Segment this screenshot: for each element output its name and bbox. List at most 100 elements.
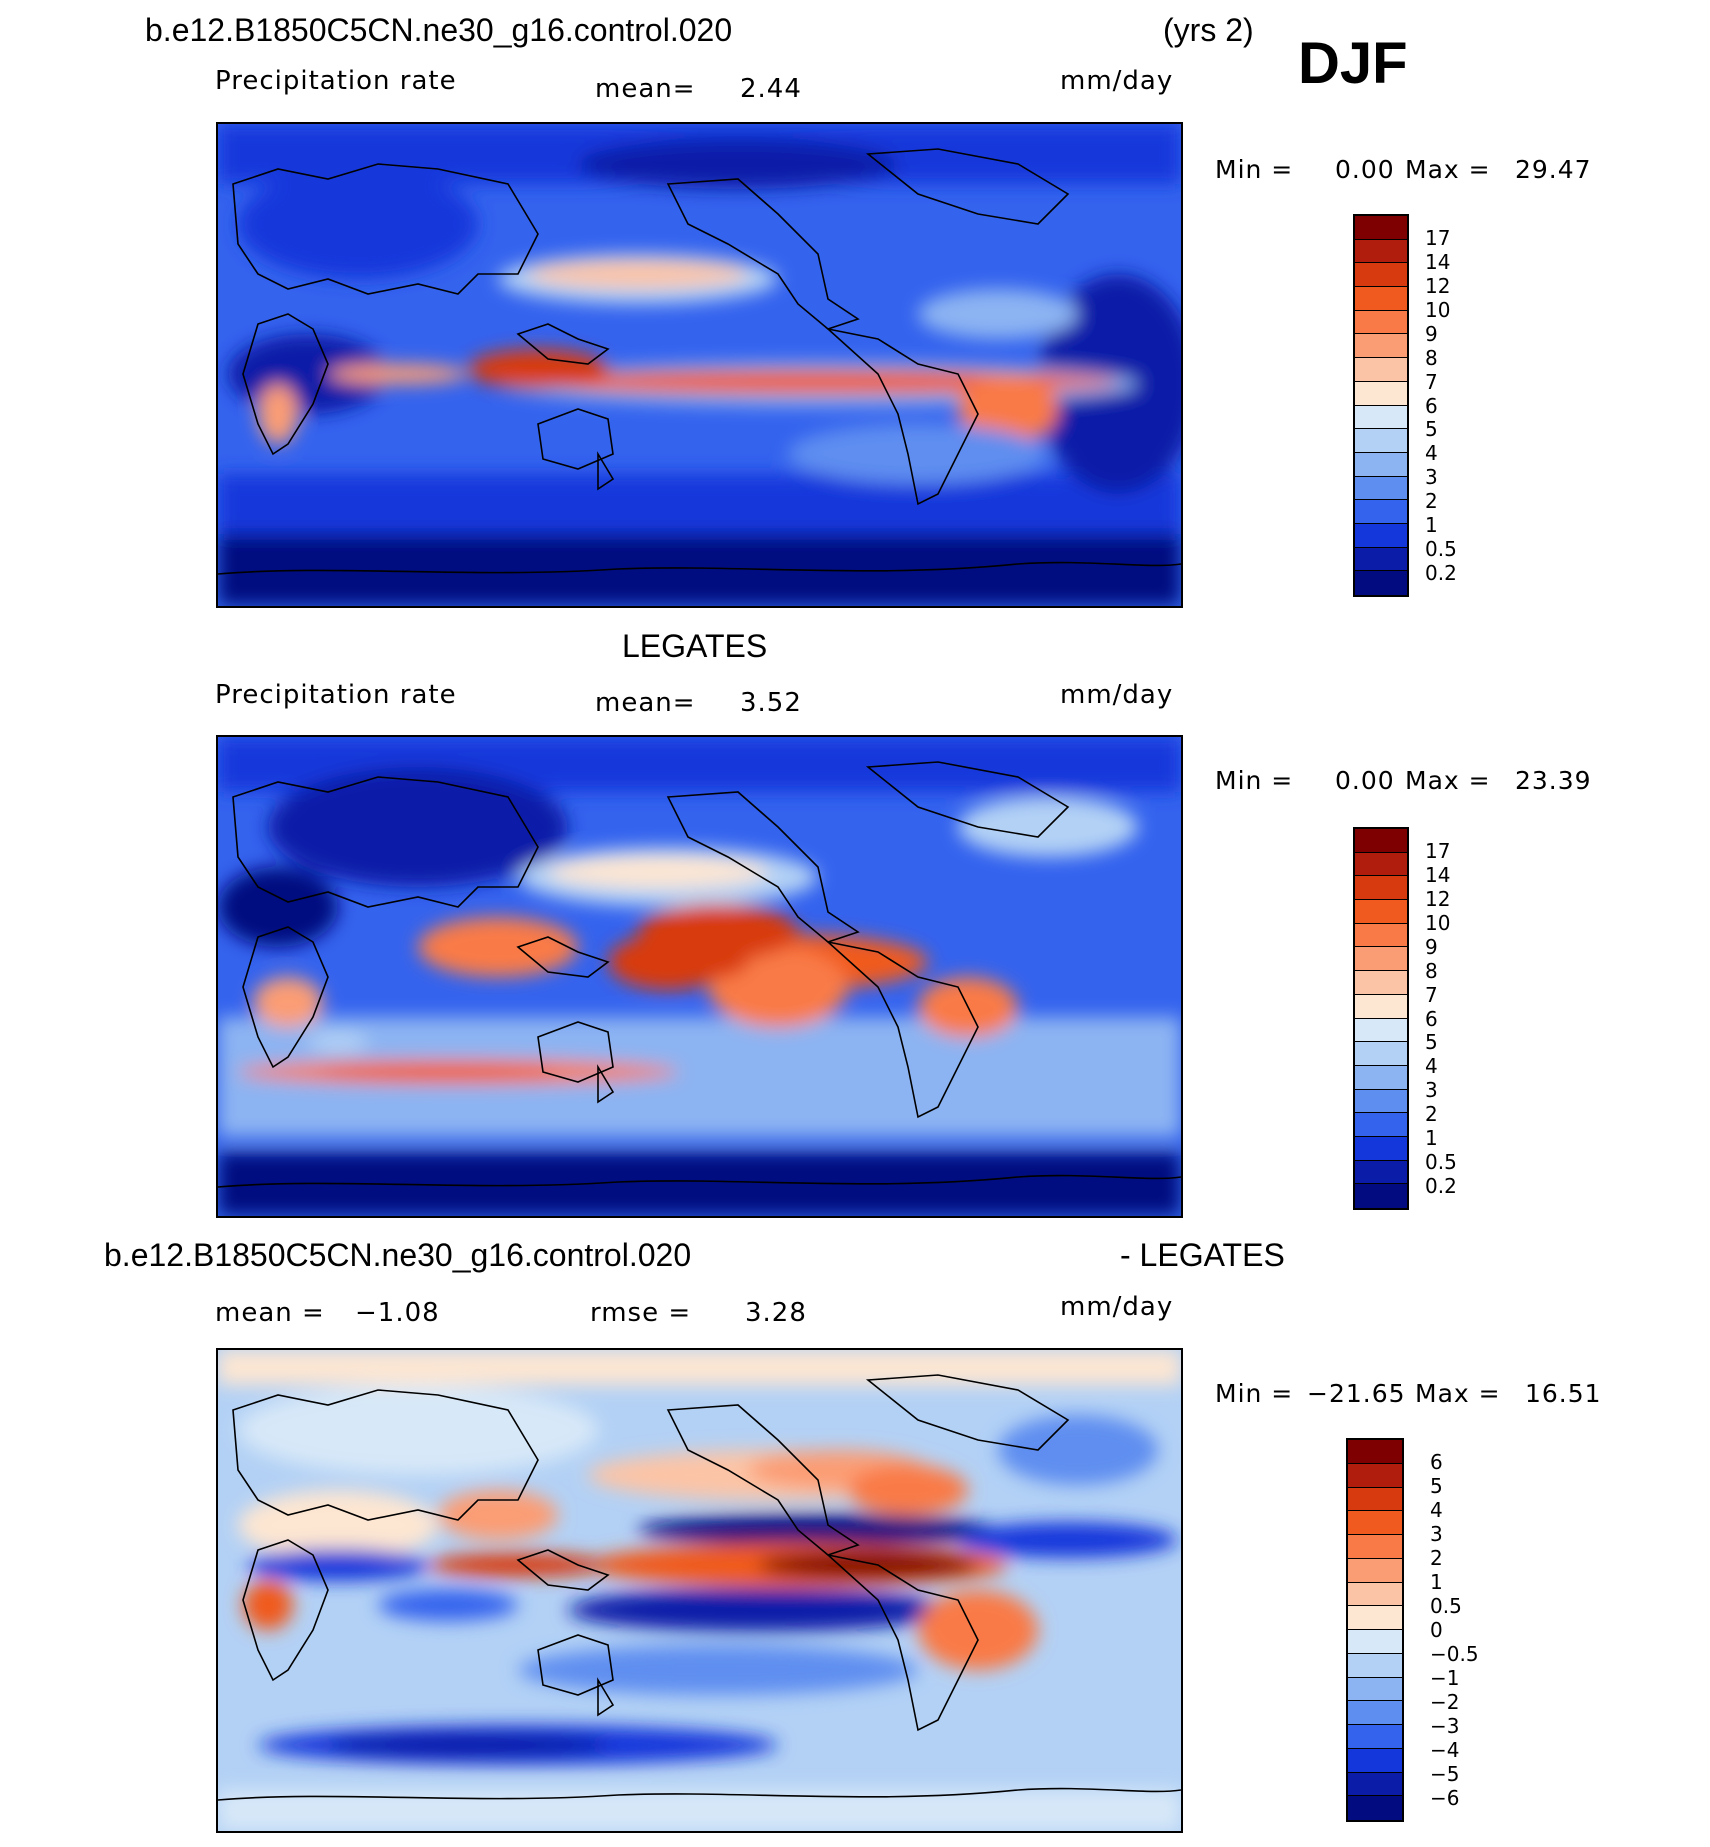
case-title: b.e12.B1850C5CN.ne30_g16.control.020: [145, 12, 733, 48]
colorbar-tick-label: 4: [1425, 1054, 1438, 1079]
panel1-max-value: 29.47: [1515, 155, 1592, 184]
panel3-min-value: −21.65: [1307, 1379, 1406, 1408]
colorbar-tick-label: 0.5: [1430, 1594, 1462, 1618]
colorbar-tick-label: 1: [1430, 1570, 1443, 1594]
panel2-max-value: 23.39: [1515, 766, 1592, 795]
panel1-map: [216, 122, 1183, 608]
colorbar-segment: [1355, 239, 1407, 264]
colorbar-segment: [1355, 1184, 1407, 1208]
panel1-max-label: Max =: [1405, 155, 1491, 184]
colorbar-segment: [1355, 1018, 1407, 1043]
panel3-map: [216, 1348, 1183, 1833]
colorbar-tick-label: 0.2: [1425, 1174, 1457, 1199]
panel3-rmse-value: 3.28: [745, 1298, 807, 1328]
colorbar-tick-label: 17: [1425, 225, 1451, 250]
colorbar-tick-label: 14: [1425, 249, 1451, 274]
colorbar-segment: [1348, 1630, 1402, 1654]
colorbar-segment: [1355, 216, 1407, 240]
panel2-min-value: 0.00: [1335, 766, 1395, 795]
colorbar-segment: [1355, 452, 1407, 477]
colorbar-tick-label: 9: [1425, 321, 1438, 346]
colorbar-segment: [1348, 1606, 1402, 1630]
years-label: (yrs 2): [1163, 12, 1254, 48]
colorbar-tick-label: 0.5: [1425, 537, 1457, 562]
colorbar-segment: [1355, 381, 1407, 406]
colorbar-tick-label: 12: [1425, 273, 1451, 298]
colorbar-segment: [1348, 1772, 1402, 1797]
colorbar-tick-label: 2: [1430, 1546, 1443, 1570]
panel2-colorbar: [1353, 827, 1409, 1210]
colorbar-tick-label: 5: [1425, 417, 1438, 442]
panel1-mean-label: mean=: [595, 74, 696, 104]
colorbar-tick-label: 14: [1425, 862, 1451, 887]
panel1-colorbar: [1353, 214, 1409, 597]
panel2-variable: Precipitation rate: [215, 680, 457, 710]
panel2-map: [216, 735, 1183, 1218]
colorbar-segment: [1355, 500, 1407, 524]
panel3-units: mm/day: [1060, 1292, 1174, 1322]
panel3-rmse-label: rmse =: [590, 1298, 692, 1328]
colorbar-segment: [1355, 334, 1407, 359]
colorbar-tick-label: 0.2: [1425, 561, 1457, 586]
colorbar-segment: [1355, 876, 1407, 901]
panel3-minus-title: - LEGATES: [1120, 1237, 1285, 1273]
colorbar-tick-label: −2: [1430, 1690, 1460, 1714]
panel3-colorbar: [1346, 1438, 1404, 1822]
colorbar-tick-label: 6: [1430, 1450, 1443, 1474]
panel2-mean-value: 3.52: [740, 688, 802, 718]
panel3-mean-label: mean =: [215, 1298, 325, 1328]
colorbar-tick-label: 8: [1425, 958, 1438, 983]
colorbar-tick-label: −3: [1430, 1714, 1460, 1738]
colorbar-segment: [1348, 1558, 1402, 1583]
panel1-min-value: 0.00: [1335, 155, 1395, 184]
colorbar-tick-label: 5: [1425, 1030, 1438, 1055]
panel3-case-title: b.e12.B1850C5CN.ne30_g16.control.020: [104, 1237, 692, 1273]
colorbar-segment: [1348, 1487, 1402, 1512]
colorbar-segment: [1355, 1065, 1407, 1090]
panel3-min-label: Min =: [1215, 1379, 1294, 1408]
colorbar-segment: [1355, 429, 1407, 453]
colorbar-segment: [1348, 1677, 1402, 1702]
panel1-variable: Precipitation rate: [215, 66, 457, 96]
colorbar-tick-label: 3: [1425, 1078, 1438, 1103]
colorbar-segment: [1348, 1796, 1402, 1820]
panel3-map-svg: [218, 1350, 1181, 1831]
panel2-mean-label: mean=: [595, 688, 696, 718]
panel2-map-svg: [218, 737, 1181, 1216]
colorbar-segment: [1348, 1701, 1402, 1725]
panel2-obs-title: LEGATES: [622, 628, 768, 664]
colorbar-tick-label: 1: [1425, 1126, 1438, 1151]
colorbar-tick-label: 9: [1425, 934, 1438, 959]
colorbar-segment: [1355, 358, 1407, 382]
colorbar-tick-label: 2: [1425, 1102, 1438, 1127]
colorbar-tick-label: 1: [1425, 513, 1438, 538]
colorbar-segment: [1348, 1582, 1402, 1607]
panel1-map-svg: [218, 124, 1181, 606]
colorbar-tick-label: −4: [1430, 1738, 1460, 1762]
colorbar-segment: [1355, 994, 1407, 1019]
colorbar-tick-label: 6: [1425, 1006, 1438, 1031]
colorbar-segment: [1355, 523, 1407, 548]
colorbar-segment: [1355, 1160, 1407, 1185]
colorbar-tick-label: 5: [1430, 1474, 1443, 1498]
colorbar-segment: [1355, 1042, 1407, 1066]
panel1-units: mm/day: [1060, 66, 1174, 96]
colorbar-segment: [1355, 852, 1407, 877]
colorbar-tick-label: −1: [1430, 1666, 1460, 1690]
colorbar-segment: [1348, 1748, 1402, 1773]
colorbar-tick-label: −5: [1430, 1762, 1460, 1786]
colorbar-tick-label: −0.5: [1430, 1642, 1479, 1666]
colorbar-segment: [1355, 1089, 1407, 1114]
colorbar-tick-label: 12: [1425, 886, 1451, 911]
colorbar-segment: [1355, 1136, 1407, 1161]
colorbar-segment: [1348, 1653, 1402, 1678]
colorbar-segment: [1355, 476, 1407, 501]
colorbar-segment: [1355, 829, 1407, 853]
colorbar-tick-label: 4: [1425, 441, 1438, 466]
colorbar-tick-label: 4: [1430, 1498, 1443, 1522]
colorbar-segment: [1348, 1440, 1402, 1464]
colorbar-tick-label: 17: [1425, 838, 1451, 863]
panel2-min-label: Min =: [1215, 766, 1294, 795]
colorbar-segment: [1348, 1511, 1402, 1535]
colorbar-tick-label: 0: [1430, 1618, 1443, 1642]
